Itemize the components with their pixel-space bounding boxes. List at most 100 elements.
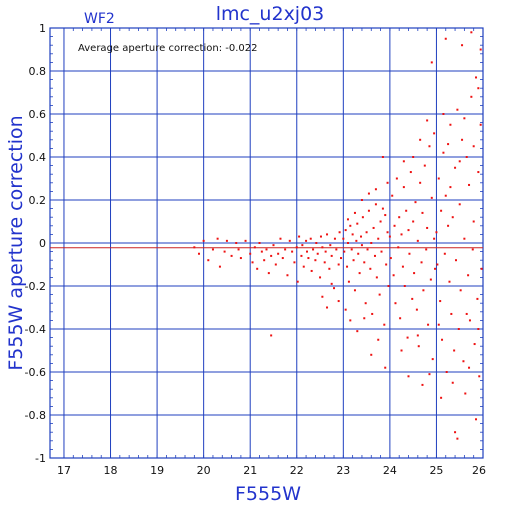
data-point — [454, 431, 457, 434]
data-point — [416, 334, 419, 337]
data-point — [270, 334, 273, 337]
data-point — [279, 237, 282, 240]
data-point — [439, 300, 442, 303]
data-point — [437, 177, 440, 180]
data-point — [298, 235, 301, 238]
data-point — [295, 246, 298, 249]
data-point — [346, 265, 349, 268]
data-point — [419, 138, 422, 141]
data-point — [471, 248, 474, 251]
data-point — [349, 319, 352, 322]
data-point — [296, 280, 299, 283]
data-point — [415, 308, 418, 311]
data-point — [377, 338, 380, 341]
y-tick-label: -0.2 — [25, 280, 46, 293]
y-tick-label: -0.8 — [25, 409, 46, 422]
data-point — [335, 248, 338, 251]
data-point — [468, 183, 471, 186]
data-point — [462, 360, 465, 363]
data-point — [373, 254, 376, 257]
data-point — [330, 254, 333, 257]
data-point — [329, 244, 332, 247]
data-point — [343, 250, 346, 253]
data-point — [377, 237, 380, 240]
data-point — [427, 323, 430, 326]
data-point — [310, 269, 313, 272]
data-point — [365, 231, 368, 234]
y-tick-label: 0.6 — [29, 108, 47, 121]
data-point — [412, 156, 415, 158]
data-point — [312, 248, 315, 251]
data-point — [384, 214, 387, 217]
data-point — [346, 242, 349, 244]
data-point — [463, 117, 466, 120]
data-point — [360, 244, 363, 247]
data-point — [412, 220, 415, 223]
data-point — [468, 366, 471, 369]
data-point — [309, 237, 312, 240]
data-point — [371, 312, 374, 315]
data-point — [385, 263, 388, 266]
data-point — [286, 274, 289, 277]
data-point — [389, 257, 392, 260]
data-point — [326, 306, 329, 309]
data-point — [384, 366, 387, 369]
y-tick-labels: -1 -0.8 -0.6 -0.4 -0.2 0 0.2 0.4 0.6 0.8 1 — [25, 22, 46, 465]
data-point — [388, 235, 391, 238]
data-point — [253, 246, 256, 249]
data-point — [225, 239, 228, 242]
data-point — [478, 375, 481, 378]
data-point — [461, 138, 464, 141]
data-point — [407, 229, 410, 232]
data-point — [449, 123, 452, 126]
data-point — [374, 203, 377, 206]
data-point — [458, 160, 461, 163]
data-point — [440, 209, 443, 212]
data-point — [258, 242, 261, 244]
data-point — [337, 263, 340, 266]
data-point — [386, 231, 389, 234]
data-point — [430, 61, 433, 64]
data-point — [307, 257, 310, 260]
data-point — [202, 239, 205, 242]
data-point — [302, 265, 305, 268]
data-point — [370, 353, 373, 356]
data-point — [467, 274, 470, 277]
data-point — [444, 194, 447, 197]
data-point — [360, 199, 363, 201]
data-point — [456, 108, 459, 111]
data-point — [251, 261, 254, 264]
data-point — [444, 37, 447, 40]
data-point — [337, 300, 340, 303]
data-point — [321, 295, 324, 298]
data-point — [454, 259, 457, 262]
x-tick-label: 18 — [104, 464, 118, 477]
data-point — [321, 246, 324, 249]
data-point — [374, 188, 377, 191]
data-point — [422, 289, 425, 292]
y-tick-label: 1 — [39, 22, 46, 35]
data-point — [423, 164, 426, 167]
data-point — [319, 276, 322, 279]
data-point — [453, 349, 456, 352]
data-point — [442, 113, 445, 115]
data-point — [330, 282, 333, 285]
data-point — [475, 418, 478, 421]
data-point — [402, 160, 405, 163]
data-point — [370, 242, 373, 244]
data-point — [361, 216, 364, 219]
data-point — [230, 254, 233, 257]
data-point — [381, 207, 384, 210]
data-point — [239, 257, 242, 260]
data-point — [426, 226, 429, 229]
data-point — [333, 287, 336, 290]
data-point — [277, 252, 280, 255]
data-point — [477, 328, 480, 330]
y-tick-label: -0.4 — [25, 323, 46, 336]
data-point — [386, 181, 389, 184]
data-point — [443, 252, 446, 255]
data-point — [405, 209, 408, 212]
data-point — [479, 48, 482, 51]
x-tick-label: 17 — [57, 464, 71, 477]
